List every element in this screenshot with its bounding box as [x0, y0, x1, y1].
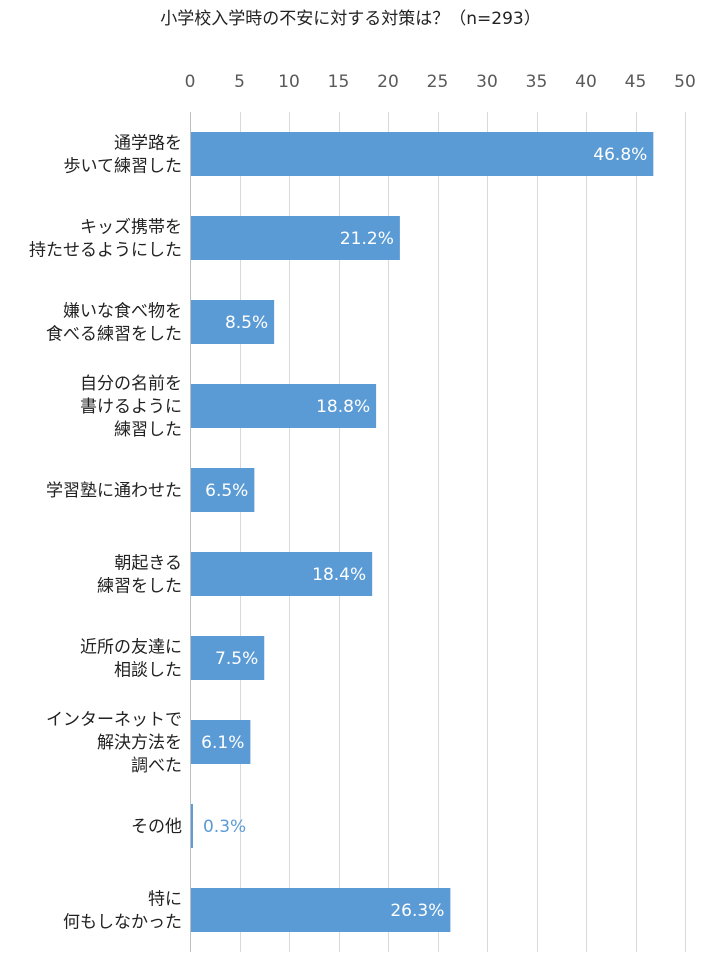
data-label: 26.3% — [390, 901, 444, 921]
category-label-line: 持たせるようにした — [29, 241, 182, 261]
data-label: 18.4% — [312, 565, 366, 585]
category-label-line: 練習をした — [97, 577, 182, 597]
x-tick-label: 0 — [185, 72, 196, 92]
category-label-line: 学習塾に通わせた — [46, 480, 182, 501]
x-tick-label: 25 — [427, 72, 449, 92]
category-label: 自分の名前を書けるように練習した — [80, 374, 182, 440]
category-label: 嫌いな食べ物を食べる練習をした — [46, 302, 182, 345]
category-label: 朝起きる練習をした — [97, 554, 182, 597]
x-tick-label: 5 — [234, 72, 245, 92]
chart-title: 小学校入学時の不安に対する対策は？（n=293） — [160, 9, 541, 29]
bar — [190, 804, 193, 848]
category-label-line: 自分の名前を — [80, 374, 182, 394]
bar — [190, 300, 275, 344]
category-label-line: 特に — [148, 890, 182, 910]
data-label: 6.5% — [205, 481, 248, 501]
x-tick-label: 10 — [278, 72, 300, 92]
category-label-line: インターネットで — [46, 710, 182, 730]
category-label: 近所の友達に相談した — [80, 638, 182, 681]
category-label: インターネットで解決方法を調べた — [46, 710, 182, 776]
x-tick-label: 45 — [625, 72, 647, 92]
category-label-line: その他 — [131, 817, 182, 837]
data-label: 0.3% — [203, 817, 246, 837]
category-label-line: 相談した — [114, 661, 182, 681]
bar — [190, 132, 654, 176]
x-tick-label: 50 — [674, 72, 696, 92]
category-label-line: 解決方法を — [97, 733, 182, 753]
category-label-line: 近所の友達に — [80, 638, 182, 658]
bar — [190, 384, 377, 428]
bar — [190, 552, 373, 596]
x-tick-label: 35 — [526, 72, 548, 92]
category-label: その他 — [131, 817, 182, 837]
data-label: 46.8% — [593, 145, 647, 165]
x-tick-label: 30 — [476, 72, 498, 92]
x-tick-label: 15 — [328, 72, 350, 92]
category-label-line: キッズ携帯を — [80, 218, 182, 238]
category-label-line: 通学路を — [114, 134, 182, 154]
category-label: 学習塾に通わせた — [46, 480, 182, 501]
x-tick-label: 20 — [377, 72, 399, 92]
bar — [190, 468, 255, 512]
category-label-line: 嫌いな食べ物を — [63, 302, 182, 322]
data-label: 7.5% — [215, 649, 258, 669]
data-label: 8.5% — [225, 313, 268, 333]
category-label: 通学路を歩いて練習した — [64, 134, 183, 177]
category-label: 特に何もしなかった — [63, 890, 182, 933]
bar — [190, 216, 400, 260]
bar — [190, 636, 265, 680]
category-label-line: 朝起きる — [114, 554, 182, 574]
data-label: 6.1% — [201, 733, 244, 753]
bar — [190, 720, 251, 764]
category-label-line: 何もしなかった — [63, 913, 182, 933]
category-label: キッズ携帯を持たせるようにした — [29, 218, 182, 261]
category-label-line: 食べる練習をした — [46, 325, 182, 345]
bar — [190, 888, 451, 932]
category-label-line: 調べた — [131, 756, 182, 776]
category-label-line: 練習した — [114, 420, 182, 440]
data-label: 21.2% — [340, 229, 394, 249]
category-label-line: 歩いて練習した — [64, 157, 183, 177]
data-label: 18.8% — [316, 397, 370, 417]
category-label-line: 書けるように — [80, 397, 182, 417]
x-tick-label: 40 — [575, 72, 597, 92]
